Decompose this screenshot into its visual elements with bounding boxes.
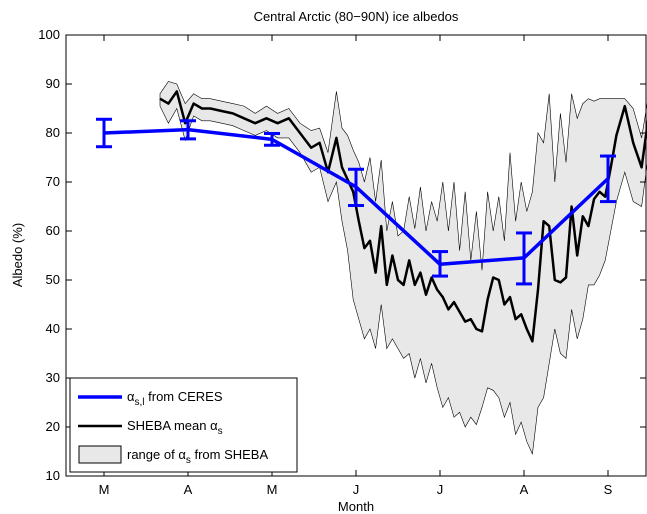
y-tick-label: 60	[46, 223, 60, 238]
legend-sheba-label: SHEBA mean αs	[127, 418, 223, 437]
y-tick-label: 10	[46, 468, 60, 483]
sheba-range-layer	[159, 81, 647, 455]
legend-range-swatch	[78, 445, 122, 464]
legend-range-main: range of α	[127, 447, 186, 462]
x-tick-label: J	[437, 482, 444, 497]
legend-ceres-rest: from CERES	[145, 389, 223, 404]
legend-ceres-sub: s,l	[135, 397, 145, 408]
x-tick-label: M	[99, 482, 110, 497]
x-tick-label: M	[267, 482, 278, 497]
legend-sheba-main: SHEBA mean α	[127, 418, 218, 433]
x-tick-label: J	[353, 482, 360, 497]
x-tick-label: S	[604, 482, 613, 497]
ceres-layer	[96, 117, 616, 286]
x-axis-title: Month	[338, 499, 374, 514]
legend-range-sub: s	[186, 455, 191, 466]
legend-ceres-label: αs,l from CERES	[127, 389, 223, 408]
legend-range-rest: from SHEBA	[191, 447, 269, 462]
y-tick-label: 20	[46, 419, 60, 434]
y-axis-title: Albedo (%)	[10, 223, 25, 287]
y-axis: 10 20 30 40 50 60 70 80 90 100	[38, 27, 646, 483]
sheba-range-band	[159, 81, 647, 455]
y-tick-label: 80	[46, 125, 60, 140]
x-tick-label: A	[520, 482, 529, 497]
x-tick-label: A	[184, 482, 193, 497]
legend-range-label: range of αs from SHEBA	[127, 447, 268, 466]
y-tick-label: 40	[46, 321, 60, 336]
y-tick-label: 30	[46, 370, 60, 385]
legend-ceres-main: α	[127, 389, 135, 404]
sheba-mean-layer	[159, 90, 647, 343]
y-tick-label: 50	[46, 272, 60, 287]
y-tick-label: 70	[46, 174, 60, 189]
y-tick-label: 100	[38, 27, 60, 42]
legend: αs,l from CERES SHEBA mean αs range of α…	[69, 377, 298, 473]
y-tick-label: 90	[46, 76, 60, 91]
sheba-mean-line	[159, 90, 647, 343]
chart-title: Central Arctic (80−90N) ice albedos	[254, 9, 459, 24]
legend-sheba-sub: s	[218, 426, 223, 437]
